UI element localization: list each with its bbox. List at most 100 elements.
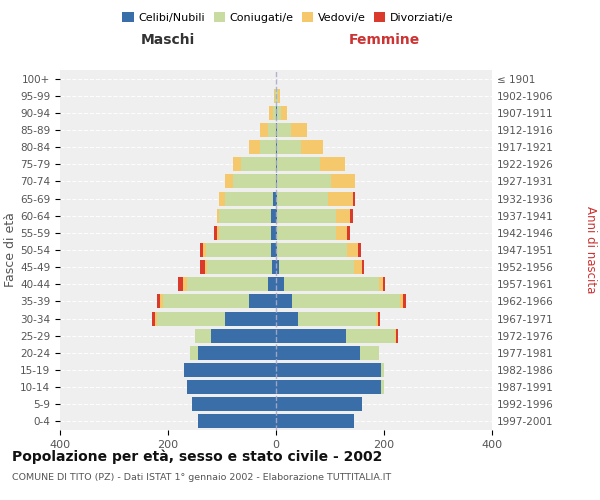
- Bar: [157, 294, 160, 308]
- Bar: [217, 226, 220, 240]
- Bar: [354, 260, 362, 274]
- Bar: [277, 123, 290, 137]
- Bar: [274, 106, 276, 120]
- Bar: [276, 380, 382, 394]
- Bar: [301, 140, 323, 154]
- Bar: [225, 312, 276, 326]
- Bar: [290, 123, 307, 137]
- Bar: [225, 192, 274, 205]
- Bar: [347, 226, 350, 240]
- Bar: [276, 260, 278, 274]
- Bar: [214, 226, 217, 240]
- Bar: [376, 312, 377, 326]
- Bar: [377, 312, 380, 326]
- Bar: [157, 312, 225, 326]
- Bar: [281, 106, 287, 120]
- Bar: [274, 192, 276, 205]
- Bar: [358, 243, 361, 257]
- Bar: [328, 192, 353, 205]
- Bar: [249, 140, 260, 154]
- Bar: [276, 88, 278, 102]
- Legend: Celibi/Nubili, Coniugati/e, Vedovi/e, Divorziati/e: Celibi/Nubili, Coniugati/e, Vedovi/e, Di…: [118, 8, 458, 28]
- Bar: [220, 192, 225, 205]
- Bar: [382, 380, 384, 394]
- Bar: [276, 278, 284, 291]
- Bar: [205, 260, 207, 274]
- Text: Popolazione per età, sesso e stato civile - 2002: Popolazione per età, sesso e stato civil…: [12, 450, 382, 464]
- Bar: [195, 328, 211, 342]
- Bar: [276, 123, 277, 137]
- Bar: [203, 243, 206, 257]
- Bar: [284, 278, 379, 291]
- Bar: [277, 243, 347, 257]
- Bar: [403, 294, 406, 308]
- Bar: [298, 312, 376, 326]
- Bar: [360, 346, 379, 360]
- Bar: [160, 294, 163, 308]
- Bar: [184, 363, 276, 377]
- Bar: [178, 278, 182, 291]
- Bar: [277, 226, 337, 240]
- Bar: [353, 192, 355, 205]
- Bar: [220, 208, 271, 222]
- Bar: [260, 123, 268, 137]
- Bar: [268, 278, 276, 291]
- Bar: [233, 174, 276, 188]
- Bar: [276, 158, 277, 172]
- Bar: [233, 158, 241, 172]
- Bar: [275, 88, 276, 102]
- Bar: [276, 398, 362, 411]
- Bar: [276, 312, 298, 326]
- Bar: [241, 158, 276, 172]
- Bar: [277, 158, 320, 172]
- Bar: [187, 380, 276, 394]
- Bar: [207, 260, 272, 274]
- Bar: [269, 106, 274, 120]
- Bar: [382, 363, 384, 377]
- Bar: [152, 312, 155, 326]
- Bar: [249, 294, 276, 308]
- Bar: [271, 243, 276, 257]
- Bar: [187, 278, 268, 291]
- Bar: [397, 328, 398, 342]
- Bar: [276, 294, 292, 308]
- Bar: [206, 243, 271, 257]
- Bar: [193, 398, 276, 411]
- Bar: [346, 328, 395, 342]
- Bar: [276, 226, 277, 240]
- Bar: [182, 278, 187, 291]
- Bar: [331, 174, 355, 188]
- Bar: [277, 174, 331, 188]
- Bar: [260, 140, 276, 154]
- Y-axis label: Fasce di età: Fasce di età: [4, 212, 17, 288]
- Bar: [155, 312, 157, 326]
- Bar: [383, 278, 385, 291]
- Bar: [276, 208, 277, 222]
- Bar: [362, 260, 364, 274]
- Bar: [337, 226, 347, 240]
- Bar: [379, 278, 383, 291]
- Text: COMUNE DI TITO (PZ) - Dati ISTAT 1° gennaio 2002 - Elaborazione TUTTITALIA.IT: COMUNE DI TITO (PZ) - Dati ISTAT 1° genn…: [12, 472, 391, 482]
- Bar: [271, 208, 276, 222]
- Bar: [276, 106, 277, 120]
- Bar: [225, 174, 233, 188]
- Bar: [276, 174, 277, 188]
- Bar: [320, 158, 344, 172]
- Bar: [347, 243, 358, 257]
- Bar: [277, 106, 281, 120]
- Bar: [271, 226, 276, 240]
- Bar: [274, 88, 275, 102]
- Bar: [277, 140, 301, 154]
- Bar: [276, 243, 277, 257]
- Bar: [278, 88, 280, 102]
- Bar: [190, 346, 198, 360]
- Bar: [200, 243, 203, 257]
- Text: Femmine: Femmine: [349, 34, 419, 48]
- Text: Anni di nascita: Anni di nascita: [584, 206, 597, 294]
- Bar: [276, 414, 354, 428]
- Bar: [395, 328, 397, 342]
- Bar: [163, 294, 249, 308]
- Bar: [277, 208, 337, 222]
- Bar: [268, 123, 276, 137]
- Bar: [276, 328, 346, 342]
